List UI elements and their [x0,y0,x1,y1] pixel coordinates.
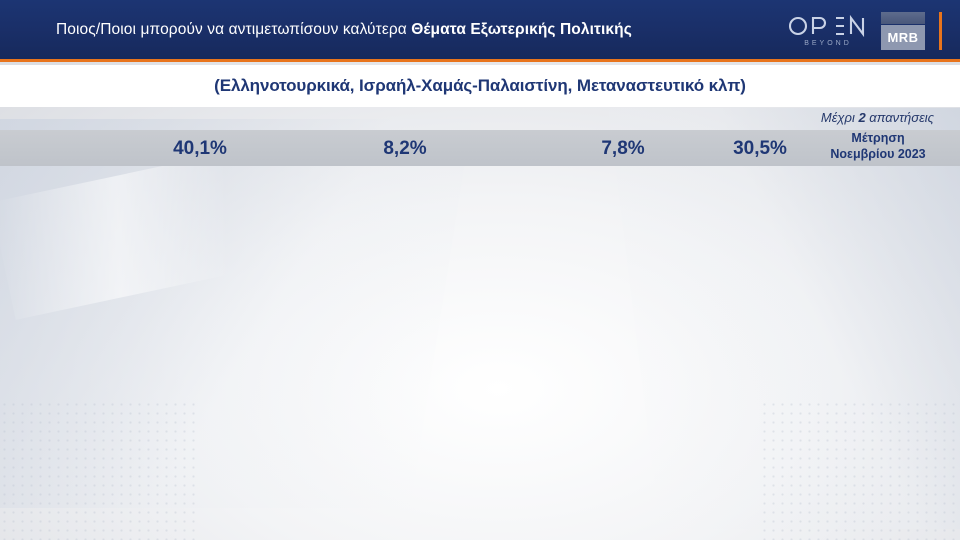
background-dots-right [760,400,960,540]
previous-value-3: 7,8% [601,138,645,159]
header-title-normal: Ποιος/Ποιοι μπορούν να αντιμετωπίσουν κα… [56,20,412,38]
page-title: Ποιος/Ποιοι μπορούν να αντιμετωπίσουν κα… [56,21,632,39]
open-wordmark-icon [789,15,865,37]
note-number: 2 [858,110,866,125]
measurement-label: Μέτρηση Νοεμβρίου 2023 [818,131,938,162]
mrb-logo-text: MRB [887,30,919,45]
subtitle-band: (Ελληνοτουρκικά, Ισραήλ-Χαμάς-Παλαιστίνη… [0,65,960,107]
note-suffix: απαντήσεις [865,110,934,125]
previous-value-4: 30,5% [733,138,787,159]
header-bar: Ποιος/Ποιοι μπορούν να αντιμετωπίσουν κα… [0,0,960,62]
measurement-line-1: Μέτρηση [851,131,905,145]
open-beyond-tagline: BEYOND [804,40,852,47]
header-title-bold: Θέματα Εξωτερικής Πολιτικής [411,20,632,38]
logo-group: BEYOND MRB [789,12,942,50]
open-beyond-logo: BEYOND [789,15,867,47]
previous-value-2: 8,2% [383,138,427,159]
subtitle-text: (Ελληνοτουρκικά, Ισραήλ-Χαμάς-Παλαιστίνη… [214,76,746,95]
logo-divider [939,12,942,50]
previous-value-1: 40,1% [173,138,227,159]
measurement-line-2: Νοεμβρίου 2023 [830,146,926,161]
previous-measurement-strip [0,130,960,166]
mrb-logo: MRB [881,12,925,50]
background-dots-left [0,400,200,540]
max-answers-note: Μέχρι 2 απαντήσεις [821,110,934,125]
bar-chart: +2,6 42,7 1ος [0,166,960,540]
note-prefix: Μέχρι [820,110,859,125]
